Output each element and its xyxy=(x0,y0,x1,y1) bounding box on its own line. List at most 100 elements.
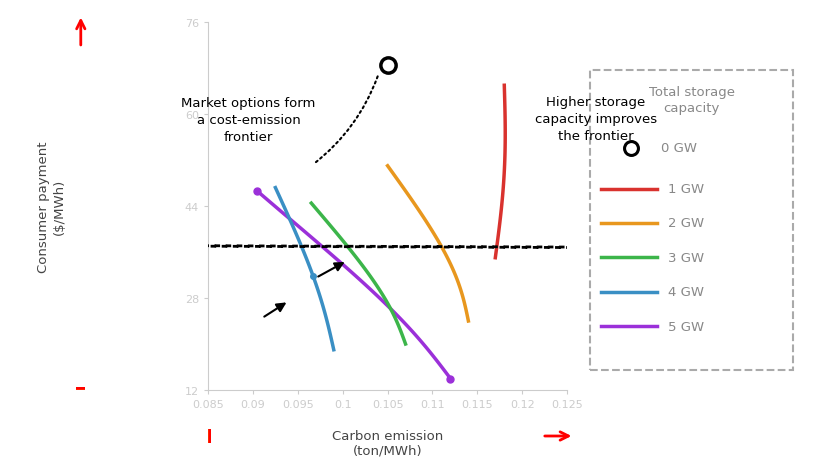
Bar xyxy=(77,388,85,390)
Bar xyxy=(77,389,85,391)
Bar xyxy=(208,429,210,443)
Text: 1 GW: 1 GW xyxy=(667,183,704,196)
Bar xyxy=(77,388,85,390)
Bar xyxy=(209,429,211,443)
Bar xyxy=(77,389,85,391)
Bar xyxy=(209,429,211,443)
Bar xyxy=(77,389,85,391)
Bar xyxy=(77,388,85,390)
Bar xyxy=(208,429,210,443)
Bar xyxy=(77,388,85,390)
Bar xyxy=(77,387,85,389)
Bar xyxy=(77,388,85,390)
Bar xyxy=(77,388,85,390)
Bar xyxy=(77,388,85,390)
Bar xyxy=(77,389,85,391)
Bar xyxy=(208,429,211,443)
Bar xyxy=(209,429,211,443)
Bar xyxy=(207,429,210,443)
Bar xyxy=(77,388,85,390)
Bar xyxy=(208,429,211,443)
Bar xyxy=(77,388,85,390)
Bar xyxy=(77,388,85,390)
Bar xyxy=(208,429,210,443)
Bar xyxy=(207,429,209,443)
Bar xyxy=(77,387,85,389)
Bar xyxy=(209,429,211,443)
Bar xyxy=(208,429,210,443)
Bar xyxy=(208,429,210,443)
Bar xyxy=(209,429,211,443)
Bar xyxy=(207,429,210,443)
Bar xyxy=(77,389,85,391)
Bar xyxy=(77,389,85,391)
Bar xyxy=(208,429,210,443)
Bar xyxy=(209,429,211,443)
Bar xyxy=(77,389,85,391)
Bar xyxy=(207,429,210,443)
Bar xyxy=(207,429,209,443)
Bar xyxy=(209,429,211,443)
Bar xyxy=(208,429,210,443)
Bar xyxy=(77,389,85,391)
Bar xyxy=(207,429,209,443)
Bar xyxy=(208,429,210,443)
Bar xyxy=(77,389,85,391)
Bar xyxy=(77,387,85,389)
Bar xyxy=(207,429,210,443)
Bar xyxy=(77,389,85,391)
Bar xyxy=(208,429,210,443)
Bar xyxy=(77,389,85,391)
Bar xyxy=(77,388,85,390)
Bar xyxy=(208,429,211,443)
Bar xyxy=(77,387,85,389)
Bar xyxy=(77,389,85,391)
Bar xyxy=(207,429,209,443)
Bar xyxy=(209,429,211,443)
Bar xyxy=(77,388,85,390)
Bar xyxy=(77,388,85,390)
Bar xyxy=(77,389,85,391)
Bar xyxy=(207,429,209,443)
Bar xyxy=(207,429,209,443)
Bar xyxy=(77,389,85,391)
Bar xyxy=(77,388,85,390)
Bar xyxy=(77,387,85,389)
Bar xyxy=(77,388,85,390)
Bar xyxy=(208,429,210,443)
Bar xyxy=(77,388,85,390)
Bar xyxy=(77,389,85,391)
Bar xyxy=(208,429,210,443)
Bar xyxy=(209,429,211,443)
Bar xyxy=(208,429,210,443)
Bar xyxy=(77,388,85,390)
Bar xyxy=(77,389,85,391)
Bar xyxy=(77,388,85,390)
Bar xyxy=(77,388,85,390)
Bar xyxy=(77,388,85,390)
Bar xyxy=(77,388,85,390)
Bar xyxy=(77,387,85,389)
Bar xyxy=(209,429,211,443)
Bar xyxy=(77,388,85,390)
Bar xyxy=(77,389,85,391)
Bar xyxy=(207,429,210,443)
Bar xyxy=(77,388,85,390)
Bar xyxy=(208,429,210,443)
Bar xyxy=(77,388,85,390)
Bar xyxy=(207,429,209,443)
Bar xyxy=(208,429,210,443)
Bar xyxy=(77,389,85,391)
Bar xyxy=(209,429,211,443)
Bar xyxy=(208,429,210,443)
Text: 0 GW: 0 GW xyxy=(661,142,698,155)
Text: Higher storage
capacity improves
the frontier: Higher storage capacity improves the fro… xyxy=(534,96,657,143)
Bar xyxy=(207,429,209,443)
Bar xyxy=(77,388,85,390)
Bar xyxy=(77,389,85,391)
Bar xyxy=(209,429,211,443)
Bar xyxy=(77,388,85,390)
Bar xyxy=(77,388,85,390)
Bar xyxy=(77,388,85,390)
Bar xyxy=(208,429,210,443)
